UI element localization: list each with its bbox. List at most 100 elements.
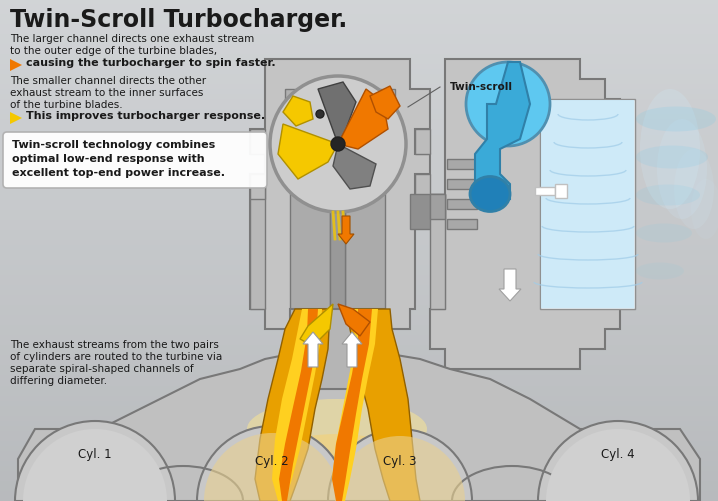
Bar xyxy=(0,210,718,215)
Bar xyxy=(0,496,718,501)
Bar xyxy=(0,110,718,115)
Polygon shape xyxy=(338,90,388,150)
Bar xyxy=(0,240,718,245)
Polygon shape xyxy=(370,87,400,120)
Bar xyxy=(447,160,477,170)
Bar xyxy=(0,281,718,286)
Bar xyxy=(0,85,718,90)
Polygon shape xyxy=(338,305,370,336)
Bar xyxy=(0,145,718,150)
Bar xyxy=(0,140,718,145)
Bar xyxy=(0,235,718,240)
Bar xyxy=(0,20,718,25)
Bar xyxy=(0,170,718,175)
Text: Twin-scroll: Twin-scroll xyxy=(450,82,513,92)
Polygon shape xyxy=(250,175,265,199)
Ellipse shape xyxy=(267,434,407,484)
Polygon shape xyxy=(250,130,265,155)
Bar xyxy=(0,80,718,85)
Circle shape xyxy=(331,138,345,152)
Wedge shape xyxy=(538,421,698,501)
Polygon shape xyxy=(300,305,333,346)
Bar xyxy=(0,421,718,426)
Circle shape xyxy=(271,78,405,211)
Bar xyxy=(0,155,718,160)
Bar xyxy=(0,0,718,5)
Polygon shape xyxy=(10,60,22,72)
Bar xyxy=(447,180,477,189)
Bar xyxy=(0,225,718,230)
Bar xyxy=(0,125,718,130)
Polygon shape xyxy=(415,130,430,155)
Bar xyxy=(0,436,718,441)
Polygon shape xyxy=(272,310,322,501)
Bar xyxy=(0,306,718,311)
Bar xyxy=(0,286,718,291)
Bar xyxy=(0,301,718,306)
Polygon shape xyxy=(250,60,430,329)
Bar xyxy=(0,476,718,481)
Bar xyxy=(0,45,718,50)
Bar xyxy=(0,135,718,140)
Ellipse shape xyxy=(674,150,714,229)
Bar xyxy=(0,276,718,281)
Polygon shape xyxy=(475,63,530,199)
Polygon shape xyxy=(250,175,265,310)
Bar xyxy=(0,190,718,195)
Bar xyxy=(0,35,718,40)
Bar xyxy=(0,356,718,361)
Bar xyxy=(0,346,718,351)
Polygon shape xyxy=(333,145,376,189)
Bar xyxy=(0,130,718,135)
Bar xyxy=(0,466,718,471)
Bar xyxy=(0,311,718,316)
Bar xyxy=(0,441,718,446)
Bar xyxy=(0,175,718,180)
Text: differing diameter.: differing diameter. xyxy=(10,375,107,385)
Bar xyxy=(0,491,718,496)
Bar xyxy=(0,115,718,120)
Bar xyxy=(0,326,718,331)
Bar xyxy=(0,5,718,10)
Polygon shape xyxy=(345,310,420,501)
FancyArrow shape xyxy=(303,332,323,367)
Polygon shape xyxy=(332,310,372,501)
Text: Cyl. 3: Cyl. 3 xyxy=(383,454,416,467)
Bar xyxy=(0,215,718,220)
Ellipse shape xyxy=(636,224,692,243)
FancyArrow shape xyxy=(499,270,521,302)
Bar xyxy=(535,188,555,195)
Polygon shape xyxy=(541,101,634,309)
Bar xyxy=(0,486,718,491)
Text: This improves turbocharger response.: This improves turbocharger response. xyxy=(26,111,265,121)
Bar xyxy=(0,75,718,80)
Text: excellent top-end power increase.: excellent top-end power increase. xyxy=(12,168,225,178)
Polygon shape xyxy=(285,90,395,130)
Bar xyxy=(0,411,718,416)
Polygon shape xyxy=(332,310,378,501)
Bar xyxy=(0,261,718,266)
Text: causing the turbocharger to spin faster.: causing the turbocharger to spin faster. xyxy=(26,58,276,68)
Bar xyxy=(0,316,718,321)
Bar xyxy=(0,401,718,406)
Polygon shape xyxy=(430,194,445,219)
Circle shape xyxy=(466,63,550,147)
Bar xyxy=(0,351,718,356)
Wedge shape xyxy=(335,436,465,501)
Bar xyxy=(0,120,718,125)
Bar xyxy=(0,230,718,235)
Bar xyxy=(0,50,718,55)
Bar xyxy=(0,426,718,431)
Text: of the turbine blades.: of the turbine blades. xyxy=(10,100,123,110)
Ellipse shape xyxy=(657,120,707,219)
Polygon shape xyxy=(430,194,445,310)
Bar xyxy=(0,431,718,436)
FancyBboxPatch shape xyxy=(3,133,267,188)
Polygon shape xyxy=(540,100,635,310)
Bar xyxy=(0,296,718,301)
Bar xyxy=(0,321,718,326)
Text: exhaust stream to the inner surfaces: exhaust stream to the inner surfaces xyxy=(10,88,203,98)
Circle shape xyxy=(316,111,324,119)
Polygon shape xyxy=(255,310,330,501)
Polygon shape xyxy=(10,113,22,125)
